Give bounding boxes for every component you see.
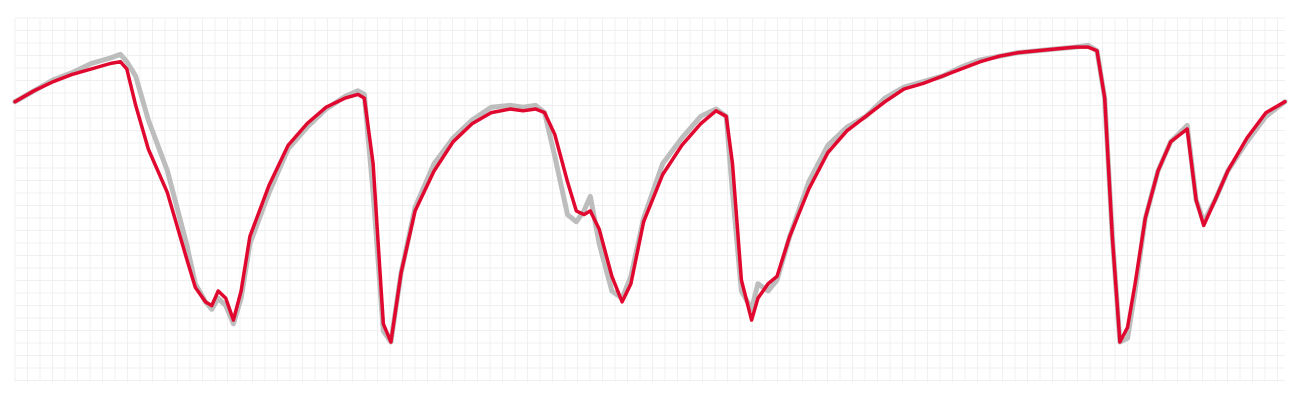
series-line-reference (12, 42, 1288, 345)
chart-series (12, 42, 1288, 345)
series-line-prediction (13, 45, 1287, 344)
chart-grid (14, 17, 1285, 382)
